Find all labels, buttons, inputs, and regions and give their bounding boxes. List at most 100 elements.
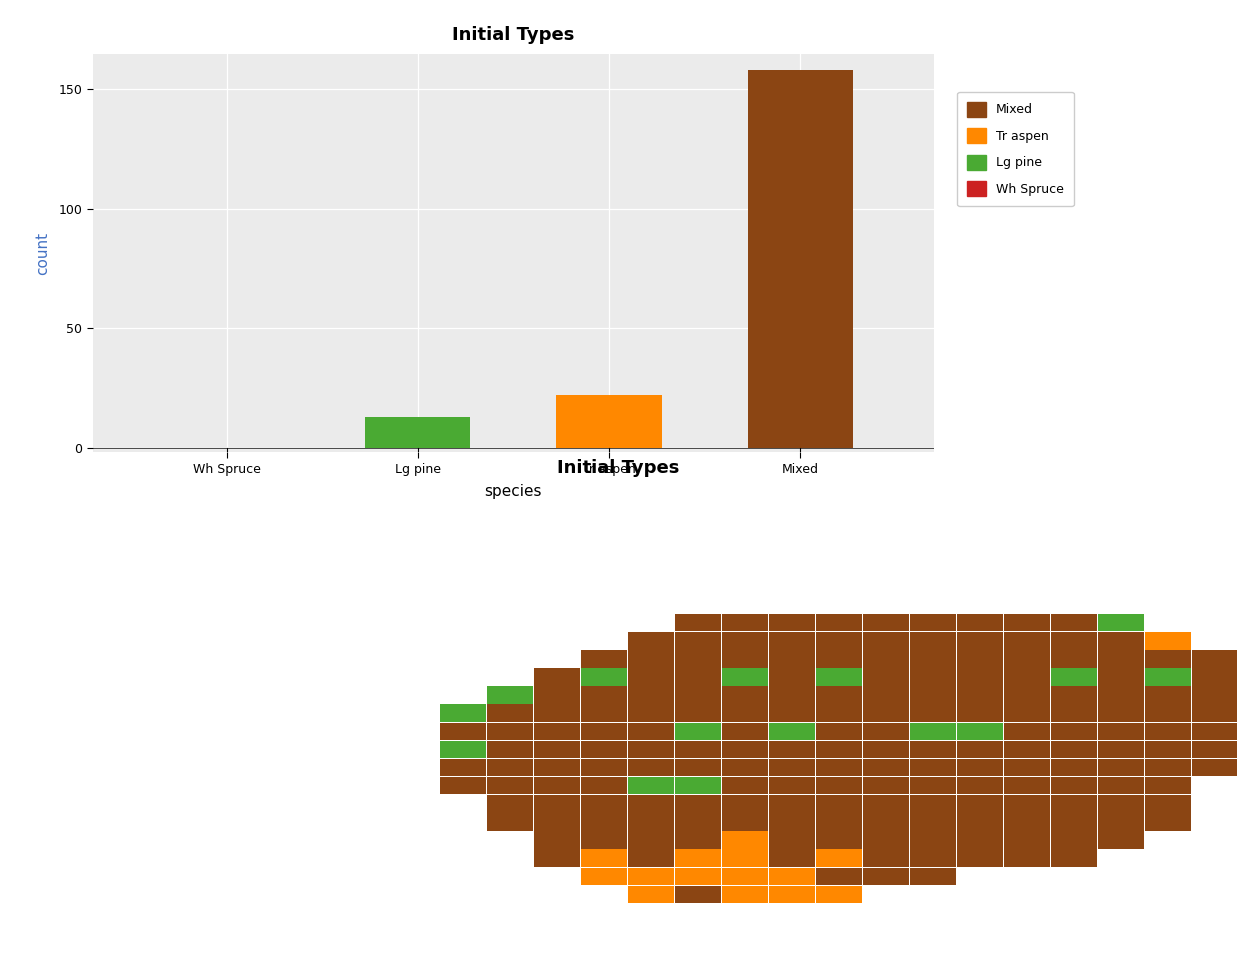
- Bar: [769, 668, 815, 686]
- Bar: [722, 776, 768, 795]
- Bar: [910, 759, 956, 776]
- Bar: [1192, 668, 1237, 686]
- Bar: [957, 795, 1003, 812]
- Bar: [628, 740, 674, 758]
- Bar: [534, 759, 580, 776]
- Bar: [1051, 614, 1097, 631]
- Bar: [1051, 723, 1097, 740]
- Bar: [1145, 795, 1191, 812]
- Bar: [910, 831, 956, 848]
- Bar: [769, 868, 815, 885]
- Bar: [910, 686, 956, 703]
- Bar: [1098, 740, 1144, 758]
- Bar: [863, 759, 909, 776]
- Bar: [1145, 723, 1191, 740]
- Bar: [534, 740, 580, 758]
- Bar: [628, 723, 674, 740]
- Bar: [863, 614, 909, 631]
- Bar: [863, 723, 909, 740]
- Bar: [1192, 704, 1237, 722]
- Bar: [769, 776, 815, 795]
- Bar: [675, 849, 721, 867]
- Bar: [816, 650, 862, 667]
- Bar: [1051, 795, 1097, 812]
- Bar: [534, 849, 580, 867]
- Bar: [1098, 831, 1144, 848]
- Bar: [816, 831, 862, 848]
- Bar: [910, 668, 956, 686]
- Bar: [910, 776, 956, 795]
- Bar: [628, 704, 674, 722]
- Bar: [1145, 813, 1191, 831]
- Bar: [581, 686, 627, 703]
- Bar: [863, 704, 909, 722]
- Bar: [1004, 813, 1050, 831]
- Bar: [1051, 740, 1097, 758]
- Bar: [863, 831, 909, 848]
- Bar: [957, 704, 1003, 722]
- Bar: [1051, 849, 1097, 867]
- Bar: [910, 650, 956, 667]
- Bar: [769, 632, 815, 650]
- Bar: [1051, 632, 1097, 650]
- Bar: [534, 704, 580, 722]
- Bar: [1051, 831, 1097, 848]
- Bar: [675, 740, 721, 758]
- Bar: [1051, 704, 1097, 722]
- Bar: [534, 723, 580, 740]
- Bar: [628, 632, 674, 650]
- Bar: [1192, 650, 1237, 667]
- Bar: [769, 704, 815, 722]
- Bar: [1145, 740, 1191, 758]
- Bar: [1192, 759, 1237, 776]
- Bar: [581, 668, 627, 686]
- Title: Initial Types: Initial Types: [558, 458, 679, 477]
- Bar: [910, 813, 956, 831]
- Bar: [816, 632, 862, 650]
- Bar: [1098, 632, 1144, 650]
- Bar: [910, 795, 956, 812]
- Bar: [863, 668, 909, 686]
- Bar: [1145, 686, 1191, 703]
- Bar: [769, 650, 815, 667]
- Bar: [1098, 795, 1144, 812]
- Bar: [722, 759, 768, 776]
- Bar: [487, 795, 533, 812]
- Bar: [910, 849, 956, 867]
- Bar: [863, 686, 909, 703]
- Bar: [440, 723, 486, 740]
- Bar: [1145, 650, 1191, 667]
- Bar: [910, 723, 956, 740]
- Bar: [863, 849, 909, 867]
- Bar: [1145, 776, 1191, 795]
- Bar: [910, 868, 956, 885]
- Bar: [1004, 776, 1050, 795]
- Bar: [816, 795, 862, 812]
- Bar: [675, 704, 721, 722]
- Bar: [440, 776, 486, 795]
- Bar: [628, 831, 674, 848]
- Bar: [581, 723, 627, 740]
- Title: Initial Types: Initial Types: [453, 25, 574, 44]
- Bar: [769, 849, 815, 867]
- Bar: [1098, 704, 1144, 722]
- Bar: [769, 614, 815, 631]
- Bar: [722, 831, 768, 848]
- Bar: [722, 795, 768, 812]
- Bar: [957, 650, 1003, 667]
- Bar: [487, 759, 533, 776]
- Bar: [1098, 723, 1144, 740]
- Bar: [957, 776, 1003, 795]
- Bar: [1098, 776, 1144, 795]
- Bar: [628, 759, 674, 776]
- Bar: [675, 776, 721, 795]
- Bar: [1098, 759, 1144, 776]
- Bar: [1004, 831, 1050, 848]
- Bar: [1051, 668, 1097, 686]
- Bar: [1004, 650, 1050, 667]
- Bar: [534, 831, 580, 848]
- Bar: [675, 668, 721, 686]
- Bar: [722, 740, 768, 758]
- Bar: [628, 868, 674, 885]
- Bar: [722, 885, 768, 903]
